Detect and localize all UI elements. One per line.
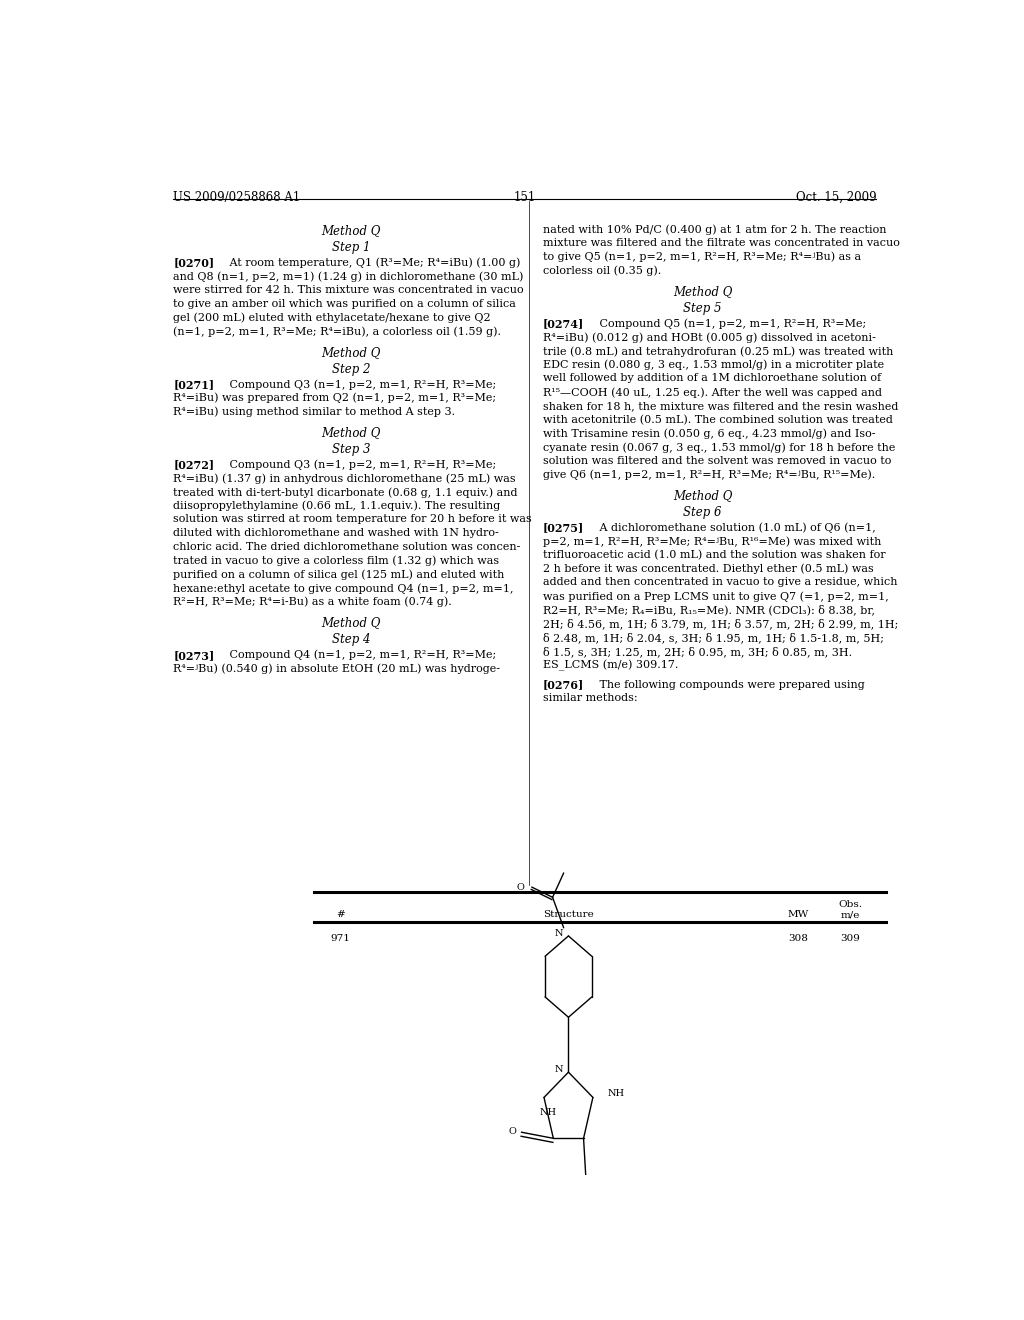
Text: ES_LCMS (m/e) 309.17.: ES_LCMS (m/e) 309.17. bbox=[543, 660, 679, 671]
Text: NH: NH bbox=[540, 1107, 557, 1117]
Text: O: O bbox=[516, 883, 524, 891]
Text: [0273]: [0273] bbox=[173, 649, 214, 661]
Text: Obs.: Obs. bbox=[839, 900, 862, 909]
Text: and Q8 (n=1, p=2, m=1) (1.24 g) in dichloromethane (30 mL): and Q8 (n=1, p=2, m=1) (1.24 g) in dichl… bbox=[173, 272, 523, 282]
Text: trile (0.8 mL) and tetrahydrofuran (0.25 mL) was treated with: trile (0.8 mL) and tetrahydrofuran (0.25… bbox=[543, 346, 893, 356]
Text: 2H; δ 4.56, m, 1H; δ 3.79, m, 1H; δ 3.57, m, 2H; δ 2.99, m, 1H;: 2H; δ 4.56, m, 1H; δ 3.79, m, 1H; δ 3.57… bbox=[543, 619, 898, 630]
Text: cyanate resin (0.067 g, 3 eq., 1.53 mmol/g) for 18 h before the: cyanate resin (0.067 g, 3 eq., 1.53 mmol… bbox=[543, 442, 895, 453]
Text: US 2009/0258868 A1: US 2009/0258868 A1 bbox=[173, 191, 300, 203]
Text: gel (200 mL) eluted with ethylacetate/hexane to give Q2: gel (200 mL) eluted with ethylacetate/he… bbox=[173, 313, 490, 323]
Text: N: N bbox=[555, 929, 563, 939]
Text: R⁴=ʲBu) (0.540 g) in absolute EtOH (20 mL) was hydroge-: R⁴=ʲBu) (0.540 g) in absolute EtOH (20 m… bbox=[173, 664, 501, 675]
Text: #: # bbox=[336, 909, 345, 919]
Text: added and then concentrated in vacuo to give a residue, which: added and then concentrated in vacuo to … bbox=[543, 577, 898, 587]
Text: R2=H, R³=Me; R₄=iBu, R₁₅=Me). NMR (CDCl₃): δ 8.38, br,: R2=H, R³=Me; R₄=iBu, R₁₅=Me). NMR (CDCl₃… bbox=[543, 605, 876, 615]
Text: Compound Q3 (n=1, p=2, m=1, R²=H, R³=Me;: Compound Q3 (n=1, p=2, m=1, R²=H, R³=Me; bbox=[219, 459, 497, 470]
Text: Step 2: Step 2 bbox=[332, 363, 371, 376]
Text: MW: MW bbox=[787, 909, 809, 919]
Text: Oct. 15, 2009: Oct. 15, 2009 bbox=[796, 191, 877, 203]
Text: Method Q: Method Q bbox=[673, 285, 732, 298]
Text: hexane:ethyl acetate to give compound Q4 (n=1, p=2, m=1,: hexane:ethyl acetate to give compound Q4… bbox=[173, 583, 514, 594]
Text: Step 5: Step 5 bbox=[683, 302, 722, 315]
Text: chloric acid. The dried dichloromethane solution was concen-: chloric acid. The dried dichloromethane … bbox=[173, 543, 520, 552]
Text: [0276]: [0276] bbox=[543, 680, 585, 690]
Text: colorless oil (0.35 g).: colorless oil (0.35 g). bbox=[543, 265, 662, 276]
Text: Compound Q4 (n=1, p=2, m=1, R²=H, R³=Me;: Compound Q4 (n=1, p=2, m=1, R²=H, R³=Me; bbox=[219, 649, 497, 660]
Text: diluted with dichloromethane and washed with 1N hydro-: diluted with dichloromethane and washed … bbox=[173, 528, 499, 539]
Text: were stirred for 42 h. This mixture was concentrated in vacuo: were stirred for 42 h. This mixture was … bbox=[173, 285, 524, 296]
Text: Structure: Structure bbox=[543, 909, 594, 919]
Text: N: N bbox=[555, 1065, 563, 1073]
Text: Step 1: Step 1 bbox=[332, 242, 371, 253]
Text: similar methods:: similar methods: bbox=[543, 693, 638, 704]
Text: to give an amber oil which was purified on a column of silica: to give an amber oil which was purified … bbox=[173, 298, 516, 309]
Text: Method Q: Method Q bbox=[322, 426, 381, 440]
Text: Method Q: Method Q bbox=[322, 224, 381, 238]
Text: nated with 10% Pd/C (0.400 g) at 1 atm for 2 h. The reaction: nated with 10% Pd/C (0.400 g) at 1 atm f… bbox=[543, 224, 887, 235]
Text: (n=1, p=2, m=1, R³=Me; R⁴=iBu), a colorless oil (1.59 g).: (n=1, p=2, m=1, R³=Me; R⁴=iBu), a colorl… bbox=[173, 326, 501, 337]
Text: 971: 971 bbox=[331, 935, 350, 944]
Text: Compound Q3 (n=1, p=2, m=1, R²=H, R³=Me;: Compound Q3 (n=1, p=2, m=1, R²=H, R³=Me; bbox=[219, 379, 497, 389]
Text: mixture was filtered and the filtrate was concentrated in vacuo: mixture was filtered and the filtrate wa… bbox=[543, 238, 900, 248]
Text: Step 3: Step 3 bbox=[332, 444, 371, 455]
Text: p=2, m=1, R²=H, R³=Me; R⁴=ʲBu, R¹⁶=Me) was mixed with: p=2, m=1, R²=H, R³=Me; R⁴=ʲBu, R¹⁶=Me) w… bbox=[543, 536, 882, 546]
Text: solution was filtered and the solvent was removed in vacuo to: solution was filtered and the solvent wa… bbox=[543, 455, 892, 466]
Text: EDC resin (0.080 g, 3 eq., 1.53 mmol/g) in a microtiter plate: EDC resin (0.080 g, 3 eq., 1.53 mmol/g) … bbox=[543, 360, 884, 371]
Text: δ 2.48, m, 1H; δ 2.04, s, 3H; δ 1.95, m, 1H; δ 1.5-1.8, m, 5H;: δ 2.48, m, 1H; δ 2.04, s, 3H; δ 1.95, m,… bbox=[543, 632, 884, 643]
Text: Compound Q5 (n=1, p=2, m=1, R²=H, R³=Me;: Compound Q5 (n=1, p=2, m=1, R²=H, R³=Me; bbox=[589, 318, 866, 329]
Text: At room temperature, Q1 (R³=Me; R⁴=iBu) (1.00 g): At room temperature, Q1 (R³=Me; R⁴=iBu) … bbox=[219, 257, 520, 268]
Text: Method Q: Method Q bbox=[673, 490, 732, 503]
Text: diisopropylethylamine (0.66 mL, 1.1.equiv.). The resulting: diisopropylethylamine (0.66 mL, 1.1.equi… bbox=[173, 500, 501, 511]
Text: O: O bbox=[508, 1127, 516, 1135]
Text: treated with di-tert-butyl dicarbonate (0.68 g, 1.1 equiv.) and: treated with di-tert-butyl dicarbonate (… bbox=[173, 487, 518, 498]
Text: 151: 151 bbox=[514, 191, 536, 203]
Text: to give Q5 (n=1, p=2, m=1, R²=H, R³=Me; R⁴=ʲBu) as a: to give Q5 (n=1, p=2, m=1, R²=H, R³=Me; … bbox=[543, 252, 861, 263]
Text: Method Q: Method Q bbox=[322, 616, 381, 630]
Text: Step 4: Step 4 bbox=[332, 634, 371, 647]
Text: Step 6: Step 6 bbox=[683, 506, 722, 519]
Text: [0272]: [0272] bbox=[173, 459, 214, 470]
Text: [0274]: [0274] bbox=[543, 318, 585, 330]
Text: [0275]: [0275] bbox=[543, 523, 585, 533]
Text: A dichloromethane solution (1.0 mL) of Q6 (n=1,: A dichloromethane solution (1.0 mL) of Q… bbox=[589, 523, 876, 533]
Text: purified on a column of silica gel (125 mL) and eluted with: purified on a column of silica gel (125 … bbox=[173, 569, 505, 579]
Text: [0271]: [0271] bbox=[173, 379, 214, 391]
Text: shaken for 18 h, the mixture was filtered and the resin washed: shaken for 18 h, the mixture was filtere… bbox=[543, 401, 898, 411]
Text: R⁴=iBu) (0.012 g) and HOBt (0.005 g) dissolved in acetoni-: R⁴=iBu) (0.012 g) and HOBt (0.005 g) dis… bbox=[543, 333, 876, 343]
Text: [0270]: [0270] bbox=[173, 257, 214, 268]
Text: 308: 308 bbox=[788, 935, 809, 944]
Text: R⁴=iBu) was prepared from Q2 (n=1, p=2, m=1, R³=Me;: R⁴=iBu) was prepared from Q2 (n=1, p=2, … bbox=[173, 393, 497, 404]
Text: with acetonitrile (0.5 mL). The combined solution was treated: with acetonitrile (0.5 mL). The combined… bbox=[543, 414, 893, 425]
Text: δ 1.5, s, 3H; 1.25, m, 2H; δ 0.95, m, 3H; δ 0.85, m, 3H.: δ 1.5, s, 3H; 1.25, m, 2H; δ 0.95, m, 3H… bbox=[543, 645, 852, 657]
Text: was purified on a Prep LCMS unit to give Q7 (=1, p=2, m=1,: was purified on a Prep LCMS unit to give… bbox=[543, 591, 889, 602]
Text: R²=H, R³=Me; R⁴=i-Bu) as a white foam (0.74 g).: R²=H, R³=Me; R⁴=i-Bu) as a white foam (0… bbox=[173, 597, 452, 607]
Text: give Q6 (n=1, p=2, m=1, R²=H, R³=Me; R⁴=ʲBu, R¹⁵=Me).: give Q6 (n=1, p=2, m=1, R²=H, R³=Me; R⁴=… bbox=[543, 470, 876, 480]
Text: R⁴=iBu) (1.37 g) in anhydrous dichloromethane (25 mL) was: R⁴=iBu) (1.37 g) in anhydrous dichlorome… bbox=[173, 474, 516, 484]
Text: with Trisamine resin (0.050 g, 6 eq., 4.23 mmol/g) and Iso-: with Trisamine resin (0.050 g, 6 eq., 4.… bbox=[543, 429, 876, 440]
Text: well followed by addition of a 1M dichloroethane solution of: well followed by addition of a 1M dichlo… bbox=[543, 374, 882, 384]
Text: trifluoroacetic acid (1.0 mL) and the solution was shaken for: trifluoroacetic acid (1.0 mL) and the so… bbox=[543, 550, 886, 560]
Text: R¹⁵—COOH (40 uL, 1.25 eq.). After the well was capped and: R¹⁵—COOH (40 uL, 1.25 eq.). After the we… bbox=[543, 387, 882, 397]
Text: 309: 309 bbox=[841, 935, 860, 944]
Text: The following compounds were prepared using: The following compounds were prepared us… bbox=[589, 680, 865, 689]
Text: 2 h before it was concentrated. Diethyl ether (0.5 mL) was: 2 h before it was concentrated. Diethyl … bbox=[543, 564, 873, 574]
Text: trated in vacuo to give a colorless film (1.32 g) which was: trated in vacuo to give a colorless film… bbox=[173, 556, 500, 566]
Text: R⁴=iBu) using method similar to method A step 3.: R⁴=iBu) using method similar to method A… bbox=[173, 407, 456, 417]
Text: solution was stirred at room temperature for 20 h before it was: solution was stirred at room temperature… bbox=[173, 515, 532, 524]
Text: m/e: m/e bbox=[841, 909, 860, 919]
Text: NH: NH bbox=[607, 1089, 625, 1098]
Text: Method Q: Method Q bbox=[322, 346, 381, 359]
